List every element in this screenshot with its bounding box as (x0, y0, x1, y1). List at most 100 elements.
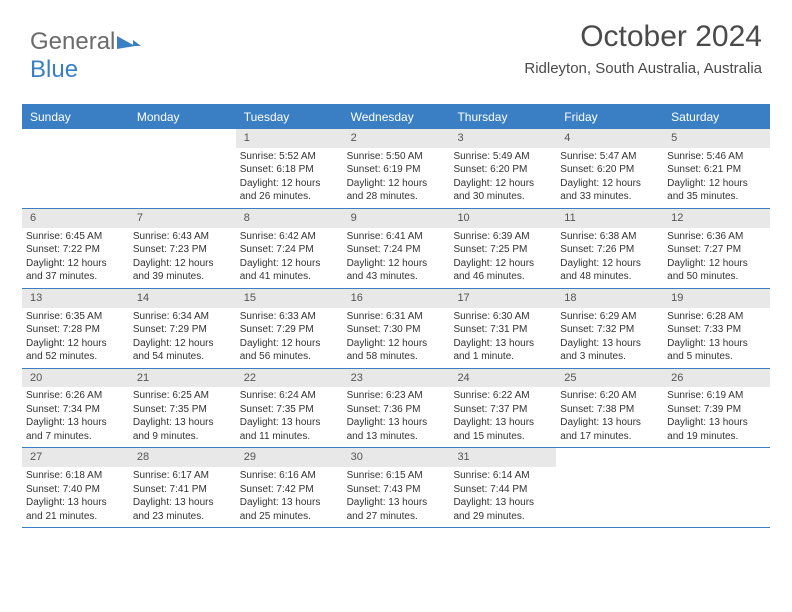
day-content: Sunrise: 6:20 AMSunset: 7:38 PMDaylight:… (556, 387, 663, 447)
day-content: Sunrise: 6:16 AMSunset: 7:42 PMDaylight:… (236, 467, 343, 527)
day-content: Sunrise: 6:26 AMSunset: 7:34 PMDaylight:… (22, 387, 129, 447)
week-row: 20Sunrise: 6:26 AMSunset: 7:34 PMDayligh… (22, 369, 770, 449)
sunset-text: Sunset: 7:40 PM (26, 483, 125, 497)
daylight-text: Daylight: 13 hours and 21 minutes. (26, 496, 125, 523)
sunrise-text: Sunrise: 6:42 AM (240, 230, 339, 244)
day-number: 11 (556, 209, 663, 228)
day-cell (22, 129, 129, 208)
day-number: 3 (449, 129, 556, 148)
day-header: Monday (129, 105, 236, 129)
day-content: Sunrise: 5:49 AMSunset: 6:20 PMDaylight:… (449, 148, 556, 208)
day-content: Sunrise: 6:28 AMSunset: 7:33 PMDaylight:… (663, 308, 770, 368)
daylight-text: Daylight: 13 hours and 11 minutes. (240, 416, 339, 443)
sunset-text: Sunset: 6:20 PM (560, 163, 659, 177)
sunset-text: Sunset: 7:41 PM (133, 483, 232, 497)
day-content: Sunrise: 6:35 AMSunset: 7:28 PMDaylight:… (22, 308, 129, 368)
sunrise-text: Sunrise: 6:18 AM (26, 469, 125, 483)
day-cell: 29Sunrise: 6:16 AMSunset: 7:42 PMDayligh… (236, 448, 343, 527)
daylight-text: Daylight: 13 hours and 29 minutes. (453, 496, 552, 523)
daylight-text: Daylight: 12 hours and 30 minutes. (453, 177, 552, 204)
day-cell: 18Sunrise: 6:29 AMSunset: 7:32 PMDayligh… (556, 289, 663, 368)
day-number: 31 (449, 448, 556, 467)
day-cell: 25Sunrise: 6:20 AMSunset: 7:38 PMDayligh… (556, 369, 663, 448)
daylight-text: Daylight: 13 hours and 19 minutes. (667, 416, 766, 443)
sunrise-text: Sunrise: 6:30 AM (453, 310, 552, 324)
day-number: 24 (449, 369, 556, 388)
daylight-text: Daylight: 13 hours and 3 minutes. (560, 337, 659, 364)
day-content: Sunrise: 6:34 AMSunset: 7:29 PMDaylight:… (129, 308, 236, 368)
sunrise-text: Sunrise: 6:17 AM (133, 469, 232, 483)
daylight-text: Daylight: 13 hours and 1 minute. (453, 337, 552, 364)
day-content: Sunrise: 6:31 AMSunset: 7:30 PMDaylight:… (343, 308, 450, 368)
day-cell: 1Sunrise: 5:52 AMSunset: 6:18 PMDaylight… (236, 129, 343, 208)
day-content: Sunrise: 6:14 AMSunset: 7:44 PMDaylight:… (449, 467, 556, 527)
day-content: Sunrise: 5:46 AMSunset: 6:21 PMDaylight:… (663, 148, 770, 208)
sunrise-text: Sunrise: 6:28 AM (667, 310, 766, 324)
sunrise-text: Sunrise: 6:25 AM (133, 389, 232, 403)
sunset-text: Sunset: 7:28 PM (26, 323, 125, 337)
sunset-text: Sunset: 7:23 PM (133, 243, 232, 257)
daylight-text: Daylight: 13 hours and 17 minutes. (560, 416, 659, 443)
day-number: 13 (22, 289, 129, 308)
sunset-text: Sunset: 7:43 PM (347, 483, 446, 497)
day-content: Sunrise: 6:22 AMSunset: 7:37 PMDaylight:… (449, 387, 556, 447)
day-cell: 9Sunrise: 6:41 AMSunset: 7:24 PMDaylight… (343, 209, 450, 288)
day-content: Sunrise: 6:29 AMSunset: 7:32 PMDaylight:… (556, 308, 663, 368)
day-content: Sunrise: 6:18 AMSunset: 7:40 PMDaylight:… (22, 467, 129, 527)
sunset-text: Sunset: 7:39 PM (667, 403, 766, 417)
day-cell: 6Sunrise: 6:45 AMSunset: 7:22 PMDaylight… (22, 209, 129, 288)
sunrise-text: Sunrise: 6:29 AM (560, 310, 659, 324)
day-number: 6 (22, 209, 129, 228)
day-content: Sunrise: 6:17 AMSunset: 7:41 PMDaylight:… (129, 467, 236, 527)
day-content: Sunrise: 6:30 AMSunset: 7:31 PMDaylight:… (449, 308, 556, 368)
day-number: 16 (343, 289, 450, 308)
daylight-text: Daylight: 13 hours and 15 minutes. (453, 416, 552, 443)
day-number: 7 (129, 209, 236, 228)
month-title: October 2024 (524, 20, 762, 54)
day-number: 27 (22, 448, 129, 467)
day-cell: 12Sunrise: 6:36 AMSunset: 7:27 PMDayligh… (663, 209, 770, 288)
week-row: 13Sunrise: 6:35 AMSunset: 7:28 PMDayligh… (22, 289, 770, 369)
sunset-text: Sunset: 7:29 PM (240, 323, 339, 337)
day-content: Sunrise: 6:33 AMSunset: 7:29 PMDaylight:… (236, 308, 343, 368)
daylight-text: Daylight: 13 hours and 9 minutes. (133, 416, 232, 443)
day-number: 12 (663, 209, 770, 228)
day-content: Sunrise: 6:23 AMSunset: 7:36 PMDaylight:… (343, 387, 450, 447)
sunset-text: Sunset: 7:27 PM (667, 243, 766, 257)
day-cell (129, 129, 236, 208)
day-number: 8 (236, 209, 343, 228)
daylight-text: Daylight: 12 hours and 50 minutes. (667, 257, 766, 284)
daylight-text: Daylight: 12 hours and 46 minutes. (453, 257, 552, 284)
daylight-text: Daylight: 12 hours and 48 minutes. (560, 257, 659, 284)
sunset-text: Sunset: 7:37 PM (453, 403, 552, 417)
day-cell: 8Sunrise: 6:42 AMSunset: 7:24 PMDaylight… (236, 209, 343, 288)
day-cell: 16Sunrise: 6:31 AMSunset: 7:30 PMDayligh… (343, 289, 450, 368)
sunrise-text: Sunrise: 6:45 AM (26, 230, 125, 244)
day-cell: 4Sunrise: 5:47 AMSunset: 6:20 PMDaylight… (556, 129, 663, 208)
day-cell: 17Sunrise: 6:30 AMSunset: 7:31 PMDayligh… (449, 289, 556, 368)
sunrise-text: Sunrise: 6:20 AM (560, 389, 659, 403)
day-number: 18 (556, 289, 663, 308)
sunset-text: Sunset: 7:24 PM (347, 243, 446, 257)
day-content: Sunrise: 6:43 AMSunset: 7:23 PMDaylight:… (129, 228, 236, 288)
sunset-text: Sunset: 7:30 PM (347, 323, 446, 337)
sunrise-text: Sunrise: 6:19 AM (667, 389, 766, 403)
sunrise-text: Sunrise: 5:49 AM (453, 150, 552, 164)
daylight-text: Daylight: 12 hours and 39 minutes. (133, 257, 232, 284)
daylight-text: Daylight: 12 hours and 58 minutes. (347, 337, 446, 364)
day-cell: 28Sunrise: 6:17 AMSunset: 7:41 PMDayligh… (129, 448, 236, 527)
sunset-text: Sunset: 7:33 PM (667, 323, 766, 337)
sunrise-text: Sunrise: 6:26 AM (26, 389, 125, 403)
sunset-text: Sunset: 6:19 PM (347, 163, 446, 177)
sunset-text: Sunset: 7:31 PM (453, 323, 552, 337)
day-cell: 7Sunrise: 6:43 AMSunset: 7:23 PMDaylight… (129, 209, 236, 288)
sunrise-text: Sunrise: 6:14 AM (453, 469, 552, 483)
day-number: 4 (556, 129, 663, 148)
page-header: October 2024 Ridleyton, South Australia,… (524, 20, 762, 77)
day-content: Sunrise: 6:15 AMSunset: 7:43 PMDaylight:… (343, 467, 450, 527)
sunrise-text: Sunrise: 5:50 AM (347, 150, 446, 164)
logo: General Blue (30, 28, 141, 84)
sunset-text: Sunset: 7:24 PM (240, 243, 339, 257)
sunrise-text: Sunrise: 6:22 AM (453, 389, 552, 403)
day-number: 17 (449, 289, 556, 308)
